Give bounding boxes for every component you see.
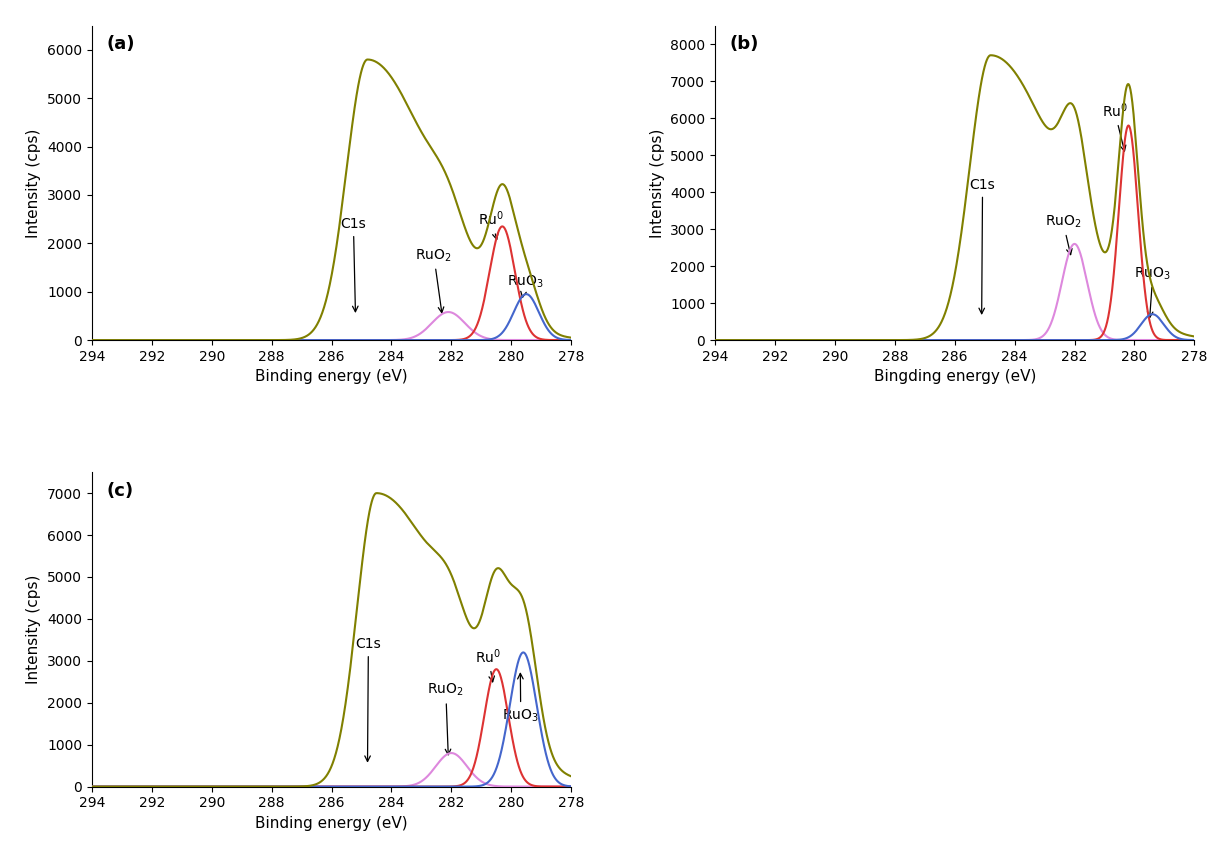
Text: Ru$^0$: Ru$^0$	[475, 647, 501, 682]
Text: RuO$_2$: RuO$_2$	[415, 247, 452, 313]
X-axis label: Binding energy (eV): Binding energy (eV)	[255, 369, 408, 385]
Text: C1s: C1s	[341, 217, 366, 312]
Y-axis label: Intensity (cps): Intensity (cps)	[649, 128, 665, 238]
Text: RuO$_2$: RuO$_2$	[428, 682, 464, 755]
Text: RuO$_3$: RuO$_3$	[1134, 265, 1171, 317]
Text: C1s: C1s	[355, 637, 381, 762]
Text: RuO$_3$: RuO$_3$	[502, 674, 539, 723]
Text: Ru$^0$: Ru$^0$	[478, 209, 505, 239]
X-axis label: Binding energy (eV): Binding energy (eV)	[255, 816, 408, 831]
Text: (b): (b)	[729, 35, 758, 53]
Text: RuO$_3$: RuO$_3$	[507, 274, 544, 298]
Text: RuO$_2$: RuO$_2$	[1045, 214, 1082, 255]
Text: C1s: C1s	[970, 178, 996, 314]
X-axis label: Bingding energy (eV): Bingding energy (eV)	[873, 369, 1036, 385]
Text: (a): (a)	[107, 35, 135, 53]
Y-axis label: Intensity (cps): Intensity (cps)	[27, 128, 42, 238]
Y-axis label: Intensity (cps): Intensity (cps)	[27, 575, 42, 684]
Text: Ru$^0$: Ru$^0$	[1101, 102, 1127, 151]
Text: (c): (c)	[107, 481, 134, 499]
